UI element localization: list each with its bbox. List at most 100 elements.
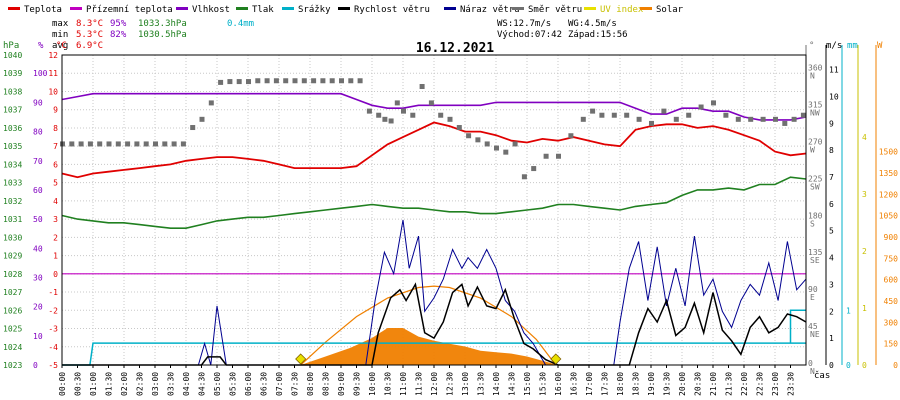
wind-direction-point bbox=[394, 100, 400, 106]
wind-direction-point bbox=[748, 116, 754, 122]
y-tick-uv: 1 bbox=[862, 304, 867, 313]
wind-direction-point bbox=[190, 125, 196, 131]
x-tick-label: 08:00 bbox=[306, 372, 315, 396]
y-tick-temperature: 7 bbox=[53, 142, 58, 151]
y-tick-wind: 1 bbox=[829, 334, 834, 343]
x-tick-label: 13:30 bbox=[477, 372, 486, 396]
y-tick-humidity: 100 bbox=[33, 69, 48, 78]
wind-gust-max: WG:4.5m/s bbox=[568, 19, 617, 29]
wind-direction-point bbox=[171, 141, 177, 147]
wind-direction-point bbox=[698, 104, 704, 110]
wind-direction-point bbox=[301, 78, 307, 84]
x-tick-label: 21:30 bbox=[725, 372, 734, 396]
wind-direction-point bbox=[208, 100, 214, 106]
wind-direction-point bbox=[401, 108, 406, 114]
wind-direction-point bbox=[162, 141, 168, 147]
unit-hpa: hPa bbox=[3, 41, 19, 51]
x-tick-label: 20:30 bbox=[694, 372, 703, 396]
legend-label: Přízemní teplota bbox=[86, 5, 173, 15]
wind-direction-point bbox=[97, 141, 103, 147]
y-tick-temperature: 0 bbox=[53, 270, 58, 279]
x-tick-label: 14:00 bbox=[492, 372, 501, 396]
y-tick-solar: 1500 bbox=[879, 148, 898, 157]
wind-gust-line bbox=[62, 219, 807, 366]
unit-watt: W bbox=[877, 41, 883, 51]
stats-min-pressure: 1030.5hPa bbox=[138, 30, 187, 40]
legend-swatch bbox=[584, 7, 596, 10]
y-tick-uv: 4 bbox=[862, 133, 867, 142]
y-tick-temperature: -5 bbox=[48, 361, 58, 370]
y-tick-direction: 90 bbox=[808, 285, 818, 294]
x-tick-label: 04:30 bbox=[198, 372, 207, 396]
x-tick-label: 07:00 bbox=[275, 372, 284, 396]
wind-direction-point bbox=[180, 141, 186, 147]
wind-direction-point bbox=[760, 116, 766, 122]
wind-direction-point bbox=[125, 141, 131, 147]
y-tick-direction: NE bbox=[810, 330, 820, 339]
y-tick-temperature: -1 bbox=[48, 288, 58, 297]
wind-direction-point bbox=[255, 78, 261, 84]
x-tick-label: 17:30 bbox=[601, 372, 610, 396]
sun-marker bbox=[295, 353, 307, 365]
plot-border bbox=[61, 54, 807, 366]
grid bbox=[61, 54, 807, 366]
x-tick-label: 11:30 bbox=[415, 372, 424, 396]
wind-direction-point bbox=[428, 100, 434, 106]
wind-direction-point bbox=[580, 116, 586, 122]
rain-line-end bbox=[789, 309, 806, 344]
y-tick-humidity: 10 bbox=[33, 332, 43, 341]
y-tick-solar: 1050 bbox=[879, 212, 898, 221]
y-tick-solar: 750 bbox=[884, 254, 899, 263]
wind-direction-point bbox=[686, 112, 692, 118]
y-tick-temperature: -4 bbox=[48, 343, 58, 352]
wind-direction-point bbox=[366, 108, 372, 114]
wind-direction-point bbox=[78, 141, 84, 147]
y-tick-humidity: 20 bbox=[33, 303, 43, 312]
y-tick-humidity: 40 bbox=[33, 244, 43, 253]
legend-swatch bbox=[282, 7, 294, 10]
wind-direction-point bbox=[357, 78, 363, 84]
x-tick-label: 03:00 bbox=[151, 372, 160, 396]
wind-direction-point bbox=[673, 116, 679, 122]
y-tick-direction: W bbox=[810, 145, 815, 154]
x-tick-label: 12:30 bbox=[446, 372, 455, 396]
wind-direction-point bbox=[590, 108, 596, 114]
legend-swatch bbox=[236, 7, 248, 10]
wind-direction-point bbox=[512, 141, 518, 147]
x-tick-label: 01:30 bbox=[105, 372, 114, 396]
stats-avg-temp: 6.9°C bbox=[76, 41, 103, 51]
x-tick-label: 00:30 bbox=[74, 372, 83, 396]
stats-panel: max 8.3°C 95% 1033.3hPa 0.4mm min 5.3°C … bbox=[52, 19, 628, 51]
y-tick-direction: SE bbox=[810, 256, 820, 265]
solar-area bbox=[62, 328, 806, 365]
x-tick-label: 17:00 bbox=[585, 372, 594, 396]
y-tick-wind: 8 bbox=[829, 146, 834, 155]
x-tick-label: 15:30 bbox=[539, 372, 548, 396]
wind-direction-point bbox=[292, 78, 298, 84]
y-tick-direction: 45 bbox=[808, 322, 818, 331]
axes: 1023102410251026102710281029103010311032… bbox=[3, 45, 898, 396]
wind-direction-point bbox=[800, 112, 806, 118]
y-tick-direction: NW bbox=[810, 109, 820, 118]
wind-direction-point bbox=[599, 112, 605, 118]
wind-direction-point bbox=[106, 141, 112, 147]
y-tick-pressure: 1033 bbox=[3, 179, 22, 188]
y-tick-solar: 900 bbox=[884, 233, 899, 242]
y-tick-solar: 450 bbox=[884, 297, 899, 306]
y-tick-direction: 360 bbox=[808, 64, 823, 73]
x-tick-label: 12:00 bbox=[430, 372, 439, 396]
y-tick-humidity: 80 bbox=[33, 128, 43, 137]
sunset-time: Západ:15:56 bbox=[568, 30, 628, 40]
wind-direction-point bbox=[494, 145, 499, 151]
wind-direction-point bbox=[782, 120, 788, 126]
x-tick-label: 05:30 bbox=[229, 372, 238, 396]
y-tick-pressure: 1040 bbox=[3, 51, 22, 60]
wind-direction-point bbox=[503, 149, 509, 155]
wind-direction-point bbox=[311, 78, 317, 84]
y-tick-humidity: 50 bbox=[33, 215, 43, 224]
x-tick-label: 04:00 bbox=[182, 372, 191, 396]
y-tick-solar: 0 bbox=[893, 361, 898, 370]
y-tick-direction: 315 bbox=[808, 101, 823, 110]
legend-swatch bbox=[176, 7, 188, 10]
x-tick-label: 13:00 bbox=[461, 372, 470, 396]
